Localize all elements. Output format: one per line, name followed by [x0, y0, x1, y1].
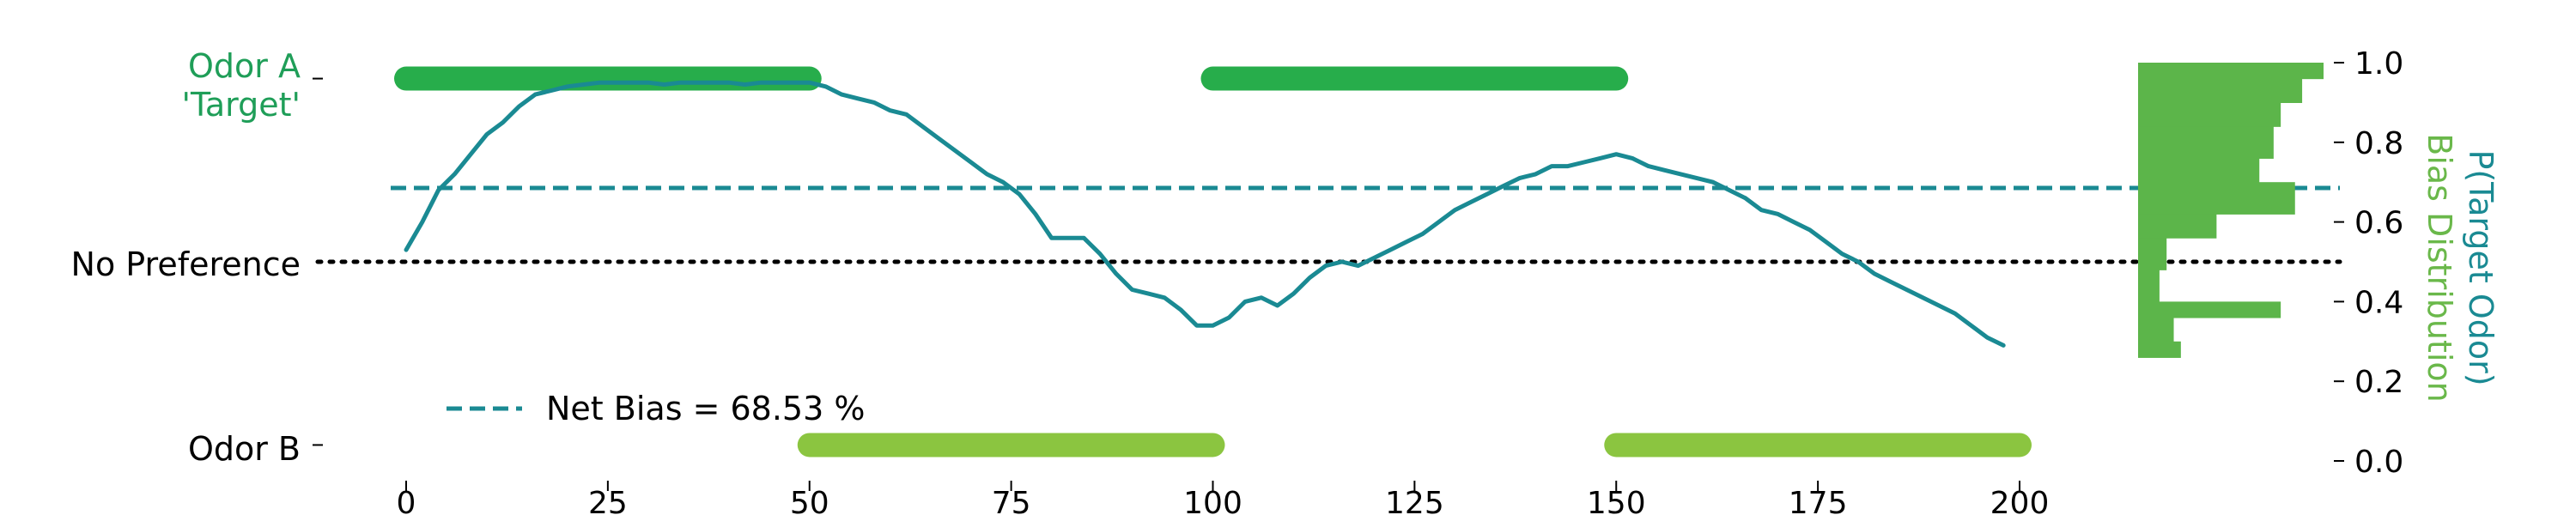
x-tick-label-175: 175	[1789, 486, 1848, 515]
x-tick-label-200: 200	[1990, 486, 2050, 515]
reference-lines	[315, 185, 2342, 264]
y2-tick-label-0.8: 0.8	[2354, 126, 2403, 161]
series-line-1	[404, 80, 2006, 348]
odor-b-label: Odor B	[188, 430, 301, 468]
histogram-bar-10	[2138, 102, 2281, 127]
bias-histogram	[2138, 63, 2324, 358]
odor-a-label-line1: Odor A	[188, 47, 301, 85]
y2-tick-label-1.0: 1.0	[2354, 46, 2403, 82]
y2-axis-label-line2: Bias Distribution	[2421, 133, 2458, 402]
y2-tick-label-0.6: 0.6	[2354, 206, 2403, 241]
histogram-bar-7	[2138, 182, 2295, 215]
odor-a-label-line2: 'Target'	[182, 86, 301, 124]
histogram-bar-6	[2138, 214, 2217, 239]
histogram-bar-4	[2138, 270, 2160, 302]
histogram-bar-5	[2138, 238, 2167, 270]
histogram-bar-9	[2138, 126, 2274, 159]
series-group	[404, 80, 2006, 348]
y2-tick-label-0.0: 0.0	[2354, 445, 2403, 480]
odor-segments	[394, 66, 2032, 457]
histogram-bar-11	[2138, 78, 2303, 103]
histogram-bar-12	[2138, 63, 2324, 80]
x-tick-label-0: 0	[397, 486, 416, 515]
no-preference-label: No Preference	[71, 245, 301, 283]
histogram-bar-2	[2138, 317, 2174, 342]
histogram-bar-3	[2138, 301, 2281, 318]
axis-ticks: 0 25 50 75 100 125 150 175 200 0.0 0.2 0.4 0.6 0.8 1.0	[313, 46, 2403, 515]
x-tick-label-150: 150	[1587, 486, 1646, 515]
x-tick-label-100: 100	[1183, 486, 1242, 515]
y2-tick-label-0.2: 0.2	[2354, 365, 2403, 400]
histogram-bar-1	[2138, 341, 2181, 358]
y2-tick-label-0.4: 0.4	[2354, 285, 2403, 320]
legend-net-bias-label: Net Bias = 68.53 %	[546, 390, 865, 427]
x-tick-label-50: 50	[790, 486, 829, 515]
histogram-bar-8	[2138, 158, 2260, 183]
y2-axis-label-line1: P(Target Odor)	[2462, 149, 2500, 385]
x-tick-label-25: 25	[588, 486, 628, 515]
x-tick-label-75: 75	[992, 486, 1031, 515]
x-tick-label-125: 125	[1385, 486, 1444, 515]
